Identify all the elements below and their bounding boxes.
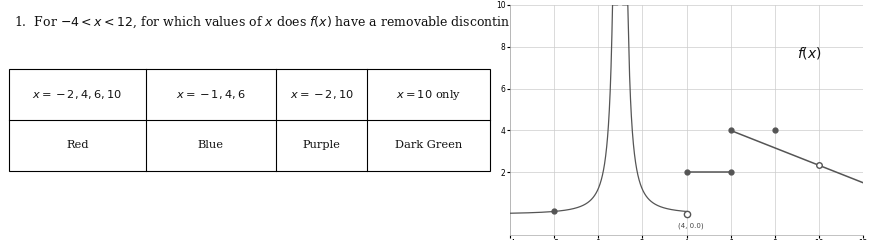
Text: Blue: Blue bbox=[197, 140, 224, 150]
Text: Red: Red bbox=[66, 140, 89, 150]
Text: $x = -2, 4, 6, 10$: $x = -2, 4, 6, 10$ bbox=[33, 88, 122, 101]
Text: 1.  For $-4 < x < 12$, for which values of $x$ does $f(x)$ have a removable disc: 1. For $-4 < x < 12$, for which values o… bbox=[14, 14, 541, 31]
Text: $x = -2, 10$: $x = -2, 10$ bbox=[290, 88, 353, 101]
Bar bbox=[9, 69, 490, 171]
Text: $x = -1, 4, 6$: $x = -1, 4, 6$ bbox=[176, 88, 246, 101]
Text: Dark Green: Dark Green bbox=[395, 140, 462, 150]
Text: $f(x)$: $f(x)$ bbox=[797, 45, 822, 61]
Text: $x = 10$ only: $x = 10$ only bbox=[396, 88, 461, 102]
Text: (4, 0.0): (4, 0.0) bbox=[677, 223, 703, 229]
Text: Purple: Purple bbox=[302, 140, 340, 150]
